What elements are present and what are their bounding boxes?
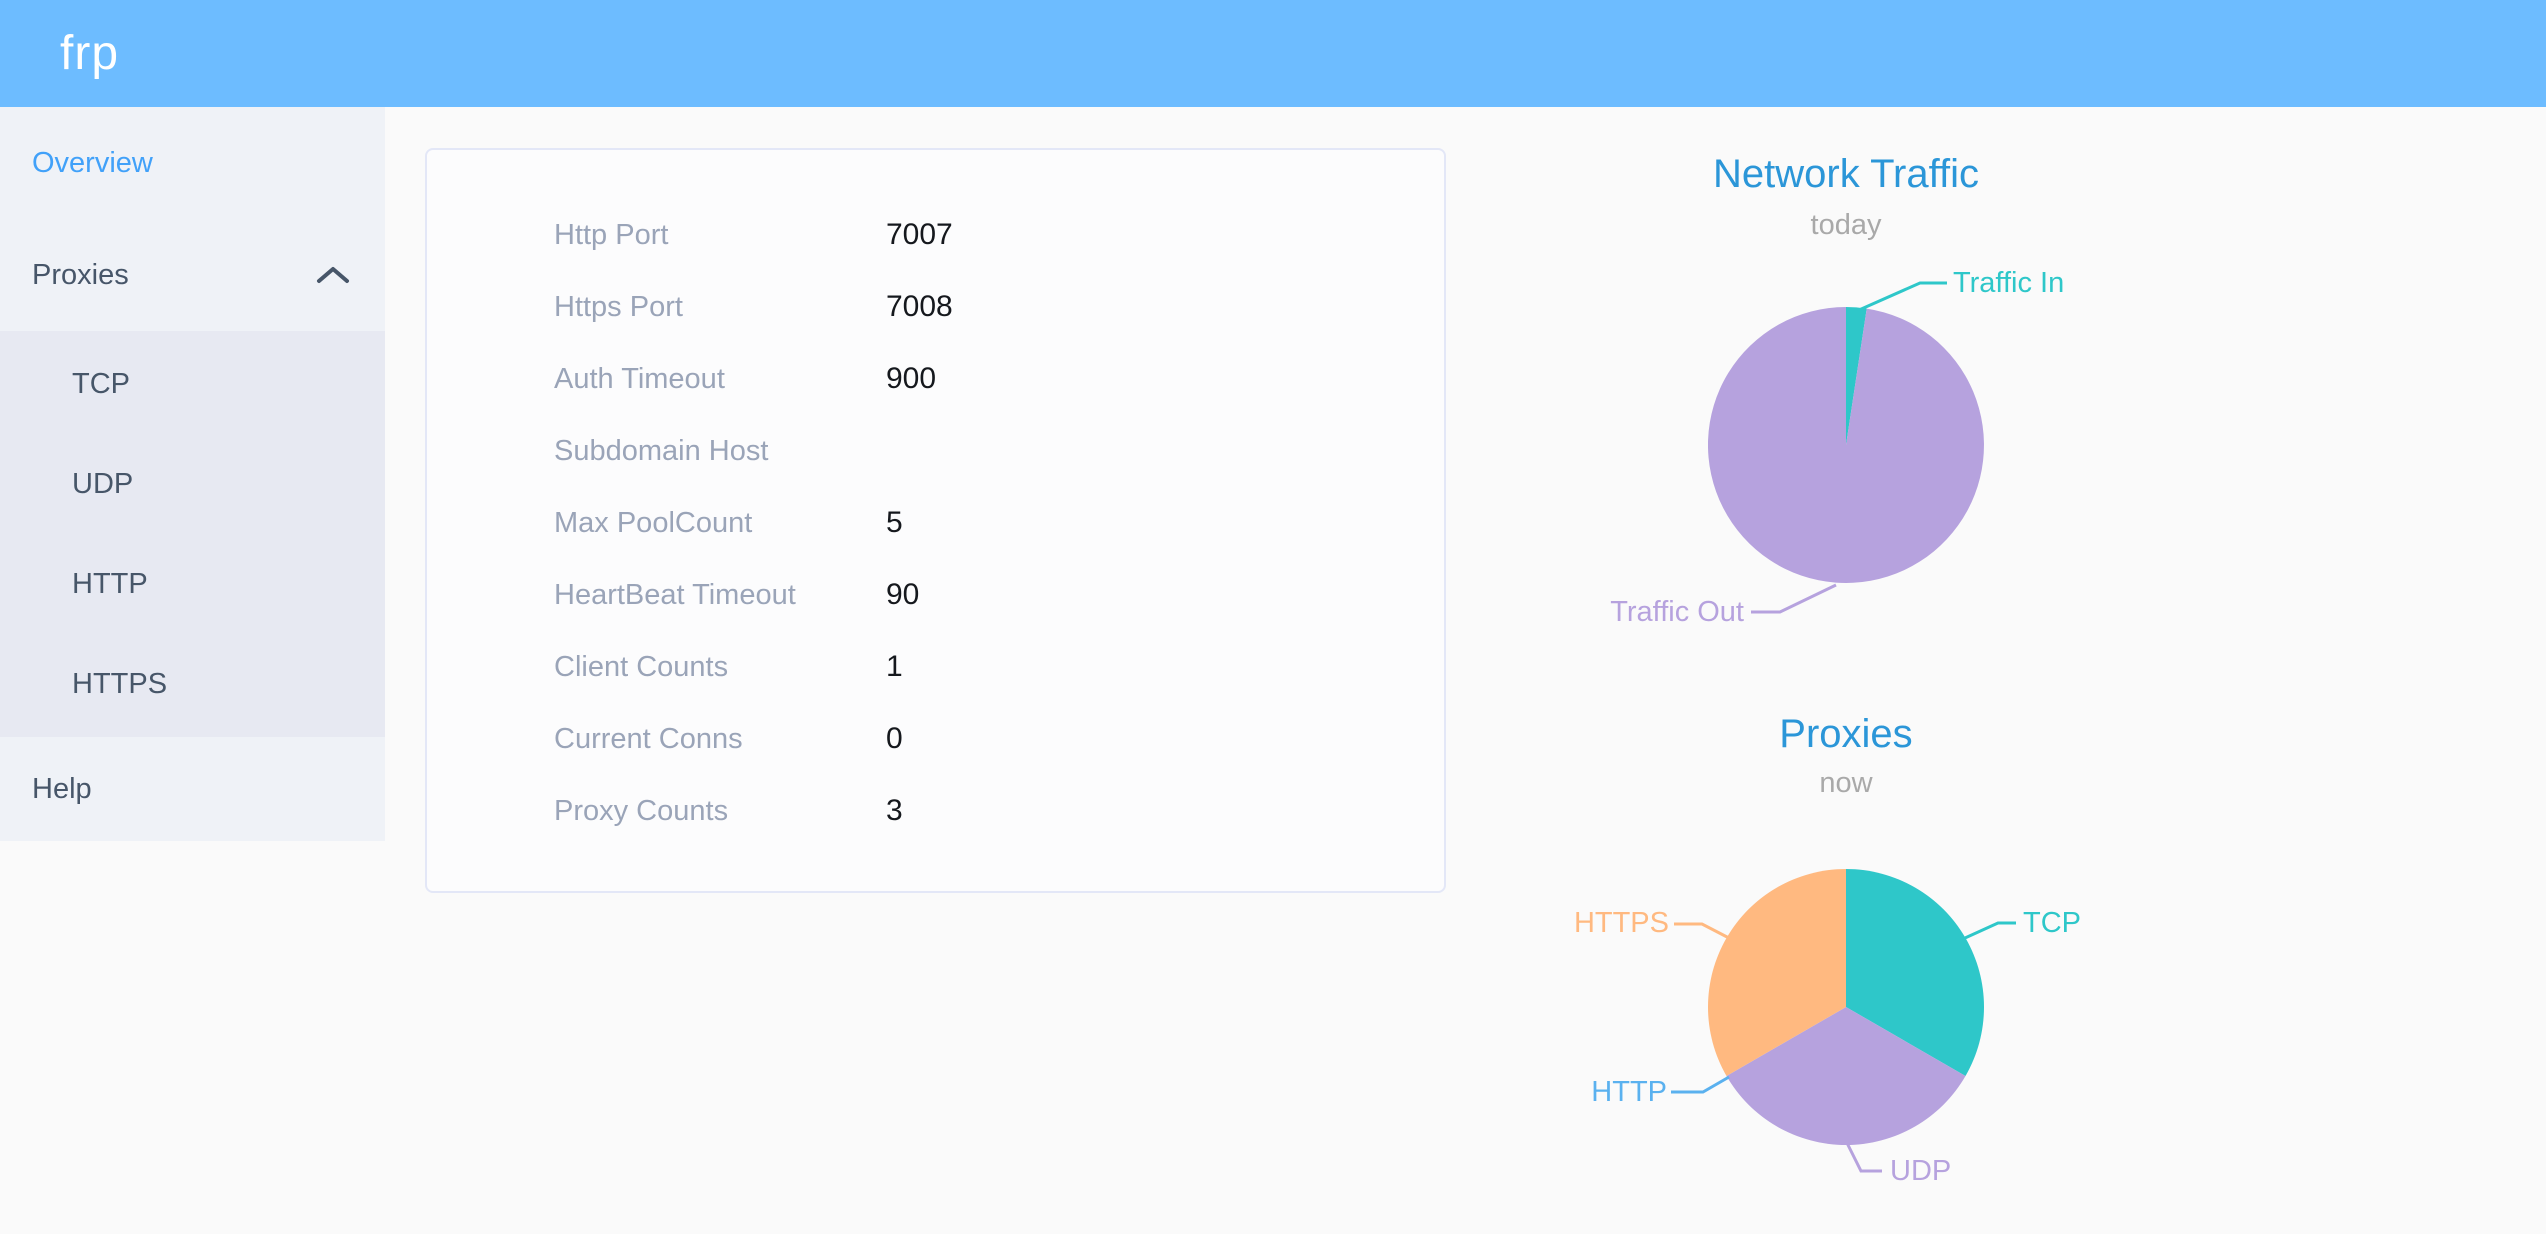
proxies-pie[interactable] bbox=[1708, 869, 1984, 1145]
config-label: Current Conns bbox=[554, 722, 743, 755]
config-value: 5 bbox=[886, 506, 903, 539]
config-value: 90 bbox=[886, 578, 920, 611]
sidebar-item-http[interactable]: HTTP bbox=[0, 534, 385, 634]
config-label: Max PoolCount bbox=[554, 506, 753, 539]
pie-slice-traffic-in[interactable] bbox=[1846, 307, 1867, 445]
config-value: 7007 bbox=[886, 218, 953, 251]
chevron-up-icon bbox=[316, 266, 350, 284]
config-value: 0 bbox=[886, 722, 903, 755]
pie-slice-traffic-out[interactable] bbox=[1708, 307, 1984, 583]
sidebar-item-http-label: HTTP bbox=[72, 567, 148, 600]
config-value: 1 bbox=[886, 650, 903, 683]
config-row: Subdomain Host bbox=[427, 415, 1444, 487]
sidebar-item-proxies-label: Proxies bbox=[32, 258, 129, 291]
pie-slice-tcp[interactable] bbox=[1846, 869, 1984, 1076]
config-value: 7008 bbox=[886, 290, 953, 323]
proxies-title: Proxies bbox=[1779, 712, 1913, 756]
callout-label-traffic-out: Traffic Out bbox=[1610, 596, 1744, 628]
pie-slice-udp[interactable] bbox=[1726, 1007, 1966, 1145]
callout-line-udp bbox=[1845, 1142, 1882, 1173]
proxies-submenu: TCP UDP HTTP HTTPS bbox=[0, 331, 385, 737]
config-label: Subdomain Host bbox=[554, 434, 769, 467]
callout-line-traffic-in bbox=[1858, 281, 1947, 312]
config-row: Client Counts 1 bbox=[427, 631, 1444, 703]
frp-logo: frp bbox=[60, 27, 120, 80]
config-label: HeartBeat Timeout bbox=[554, 578, 796, 611]
network-traffic-subtitle: today bbox=[1810, 209, 1882, 241]
proxies-subtitle: now bbox=[1819, 767, 1873, 799]
sidebar-item-https[interactable]: HTTPS bbox=[0, 634, 385, 734]
config-label: Proxy Counts bbox=[554, 794, 729, 827]
server-config-card: Http Port 7007 Https Port 7008 Auth Timeou… bbox=[425, 148, 1446, 893]
callout-label-udp: UDP bbox=[1890, 1155, 1952, 1187]
config-label: Http Port bbox=[554, 218, 669, 251]
config-row: Https Port 7008 bbox=[427, 271, 1444, 343]
config-label: Auth Timeout bbox=[554, 362, 725, 395]
network-traffic-title: Network Traffic bbox=[1713, 152, 1979, 196]
sidebar-item-udp-label: UDP bbox=[72, 467, 134, 500]
config-label: Client Counts bbox=[554, 650, 729, 683]
config-row: Max PoolCount 5 bbox=[427, 487, 1444, 559]
sidebar-item-proxies[interactable]: Proxies bbox=[0, 219, 385, 331]
config-row: Auth Timeout 900 bbox=[427, 343, 1444, 415]
callout-line-traffic-out bbox=[1751, 583, 1837, 614]
config-value: 900 bbox=[886, 362, 937, 395]
config-row: Proxy Counts 3 bbox=[427, 775, 1444, 847]
sidebar-item-tcp-label: TCP bbox=[72, 367, 130, 400]
config-value: 3 bbox=[886, 794, 903, 827]
sidebar-item-help-label: Help bbox=[32, 772, 92, 805]
sidebar: Overview Proxies TCP UDP HTTP HTTPS Help bbox=[0, 107, 385, 841]
sidebar-item-help[interactable]: Help bbox=[0, 737, 385, 841]
sidebar-item-udp[interactable]: UDP bbox=[0, 434, 385, 534]
pie-slice-https[interactable] bbox=[1708, 869, 1846, 1076]
config-label: Https Port bbox=[554, 290, 683, 323]
callout-label-traffic-in: Traffic In bbox=[1953, 267, 2065, 299]
callout-label-tcp: TCP bbox=[2023, 907, 2081, 939]
sidebar-item-tcp[interactable]: TCP bbox=[0, 334, 385, 434]
callout-label-https: HTTPS bbox=[1573, 907, 1669, 939]
config-row: Http Port 7007 bbox=[427, 199, 1444, 271]
config-row: Current Conns 0 bbox=[427, 703, 1444, 775]
sidebar-item-https-label: HTTPS bbox=[72, 667, 168, 700]
config-row: HeartBeat Timeout 90 bbox=[427, 559, 1444, 631]
sidebar-item-overview[interactable]: Overview bbox=[0, 107, 385, 219]
sidebar-item-overview-label: Overview bbox=[32, 146, 153, 179]
network-traffic-pie[interactable] bbox=[1708, 307, 1984, 583]
callout-label-http: HTTP bbox=[1591, 1076, 1667, 1108]
app-header: frp bbox=[0, 0, 2546, 107]
